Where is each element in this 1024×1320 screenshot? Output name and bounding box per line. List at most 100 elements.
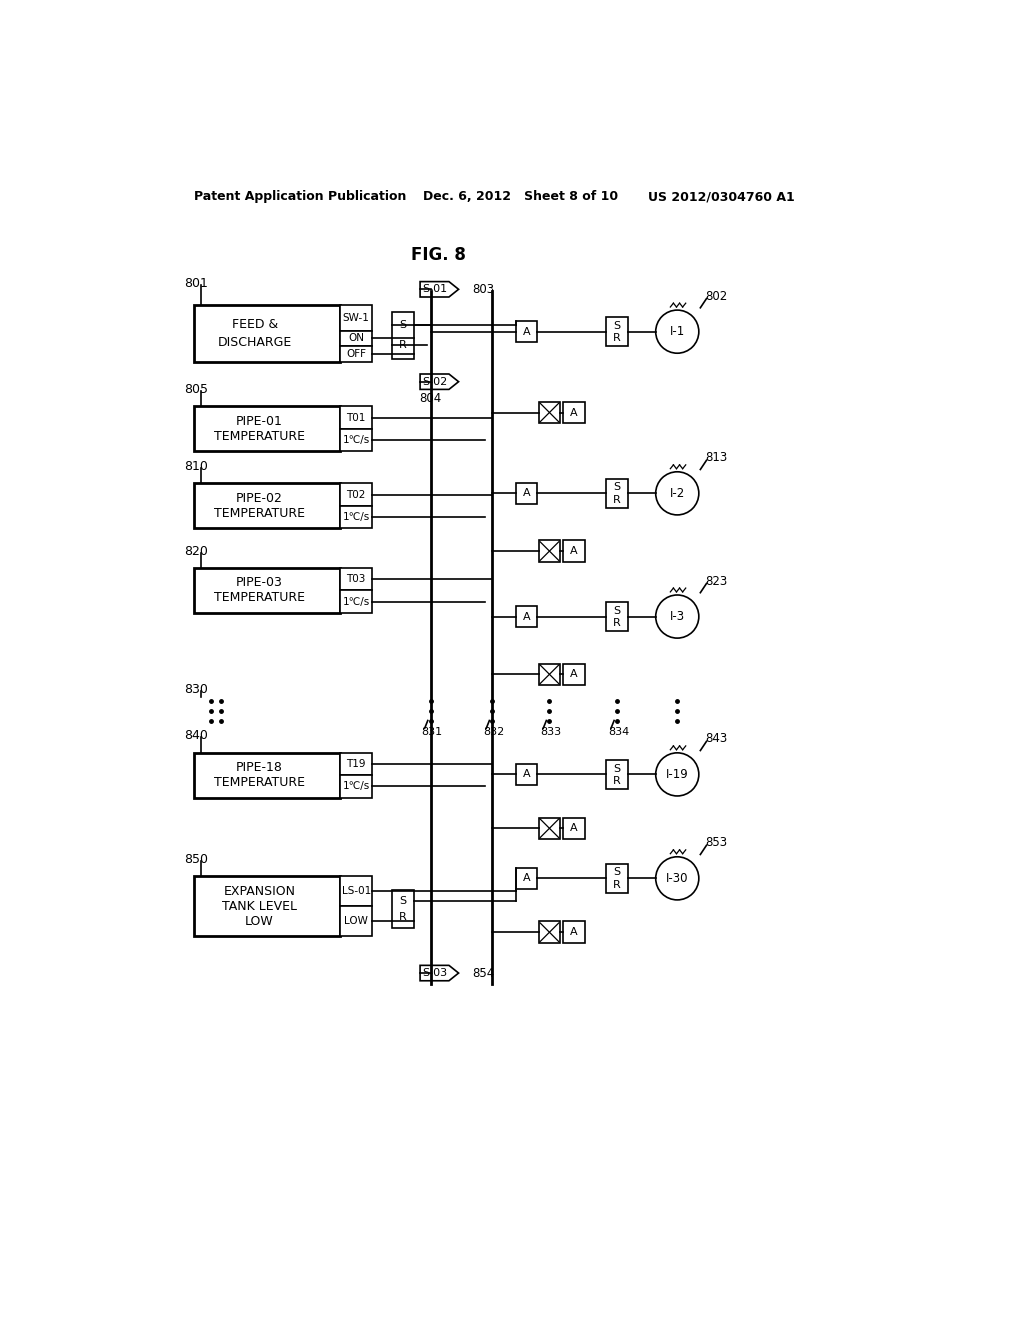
Text: R: R — [613, 776, 622, 785]
Text: TANK LEVEL: TANK LEVEL — [222, 899, 297, 912]
Bar — [606, 602, 628, 631]
Bar — [340, 331, 373, 346]
Text: 834: 834 — [608, 727, 629, 737]
Text: 810: 810 — [184, 459, 208, 473]
Text: 853: 853 — [705, 837, 727, 850]
Text: T19: T19 — [346, 759, 366, 770]
Text: S: S — [613, 483, 621, 492]
Text: EXPANSION: EXPANSION — [223, 884, 296, 898]
Bar — [539, 664, 560, 685]
Text: 823: 823 — [705, 574, 727, 587]
Text: TEMPERATURE: TEMPERATURE — [214, 591, 305, 605]
Bar — [194, 752, 340, 797]
Bar — [606, 863, 628, 892]
Bar — [340, 752, 373, 775]
Text: T02: T02 — [346, 490, 366, 499]
Text: R: R — [613, 618, 622, 628]
Bar — [515, 763, 538, 785]
Text: FEED &: FEED & — [232, 318, 279, 331]
Bar — [194, 483, 340, 528]
Bar — [340, 483, 373, 506]
Bar — [194, 305, 340, 363]
Text: R: R — [399, 912, 407, 921]
Text: A: A — [570, 408, 578, 417]
Bar — [563, 540, 585, 562]
Text: 854: 854 — [472, 966, 495, 979]
Text: I-2: I-2 — [670, 487, 685, 500]
Text: LOW: LOW — [245, 915, 273, 928]
Bar — [539, 540, 560, 562]
Text: A: A — [522, 326, 530, 337]
Text: PIPE-18: PIPE-18 — [237, 762, 283, 774]
Text: T03: T03 — [346, 574, 366, 585]
Text: A: A — [522, 488, 530, 499]
Text: ON: ON — [348, 333, 365, 343]
Text: 831: 831 — [422, 727, 442, 737]
Text: I-30: I-30 — [666, 871, 688, 884]
Text: OFF: OFF — [346, 350, 367, 359]
Text: 1℃/s: 1℃/s — [343, 597, 370, 606]
Bar — [392, 890, 414, 928]
Text: R: R — [399, 339, 407, 350]
Text: 805: 805 — [184, 383, 209, 396]
Text: TEMPERATURE: TEMPERATURE — [214, 430, 305, 442]
Bar — [194, 407, 340, 451]
Text: I-1: I-1 — [670, 325, 685, 338]
Text: 813: 813 — [705, 451, 727, 465]
Bar — [515, 606, 538, 627]
Text: S: S — [613, 321, 621, 331]
Bar — [340, 906, 373, 936]
Bar — [563, 401, 585, 424]
Text: S: S — [399, 896, 407, 907]
Text: S: S — [613, 867, 621, 878]
Text: A: A — [570, 546, 578, 556]
Bar — [515, 867, 538, 890]
Text: 1℃/s: 1℃/s — [343, 434, 370, 445]
Text: A: A — [570, 824, 578, 833]
Bar — [515, 483, 538, 504]
Text: TEMPERATURE: TEMPERATURE — [214, 776, 305, 789]
Text: 833: 833 — [541, 727, 561, 737]
Text: Dec. 6, 2012   Sheet 8 of 10: Dec. 6, 2012 Sheet 8 of 10 — [423, 190, 618, 203]
Text: 830: 830 — [184, 684, 208, 696]
Text: 820: 820 — [184, 545, 208, 557]
Text: 1℃/s: 1℃/s — [343, 512, 370, 521]
Bar — [340, 590, 373, 612]
Text: R: R — [613, 880, 622, 890]
Bar — [392, 313, 414, 359]
Bar — [340, 568, 373, 590]
Text: FIG. 8: FIG. 8 — [411, 246, 466, 264]
Text: PIPE-01: PIPE-01 — [237, 414, 283, 428]
Text: I-19: I-19 — [666, 768, 688, 781]
Bar — [340, 346, 373, 363]
Text: A: A — [570, 669, 578, 680]
Bar — [340, 506, 373, 528]
Text: SW-1: SW-1 — [343, 313, 370, 323]
Bar — [340, 876, 373, 906]
Text: S: S — [399, 321, 407, 330]
Bar — [340, 775, 373, 797]
Text: 802: 802 — [705, 289, 727, 302]
Text: 843: 843 — [705, 733, 727, 746]
Text: 850: 850 — [184, 853, 209, 866]
Bar — [563, 921, 585, 942]
Bar — [340, 429, 373, 451]
Text: S: S — [613, 763, 621, 774]
Text: 1℃/s: 1℃/s — [343, 781, 370, 791]
Text: S-03: S-03 — [422, 968, 447, 978]
Text: LOW: LOW — [344, 916, 368, 927]
Text: TEMPERATURE: TEMPERATURE — [214, 507, 305, 520]
Text: 832: 832 — [483, 727, 505, 737]
Text: A: A — [570, 927, 578, 937]
Bar — [340, 407, 373, 429]
Text: 803: 803 — [472, 282, 495, 296]
Text: 801: 801 — [184, 277, 208, 289]
Text: S-01: S-01 — [422, 284, 447, 294]
Text: R: R — [613, 333, 622, 343]
Bar — [539, 921, 560, 942]
Bar — [539, 817, 560, 840]
Bar — [563, 817, 585, 840]
Bar — [539, 401, 560, 424]
Text: 804: 804 — [420, 392, 442, 405]
Text: S-02: S-02 — [422, 376, 447, 387]
